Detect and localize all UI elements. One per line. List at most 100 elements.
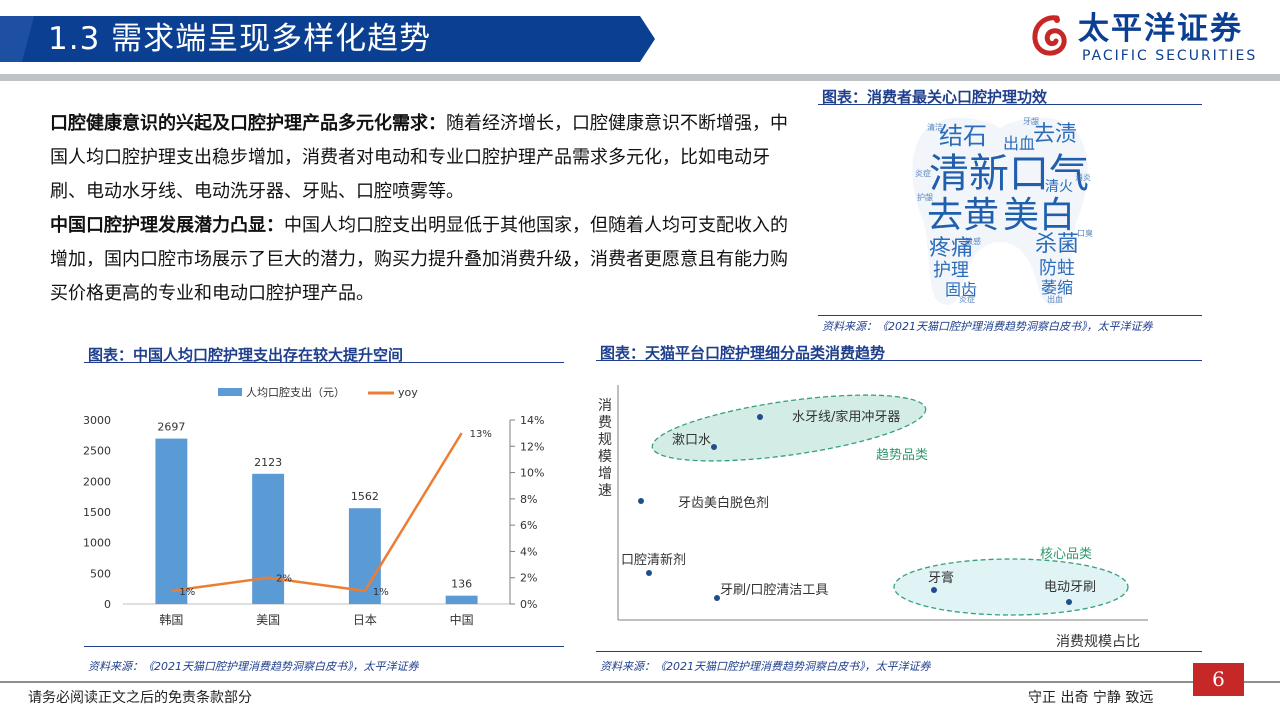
bar-data-label: 2697: [157, 421, 185, 434]
bar-series: 2697 2123 1562 136: [155, 421, 478, 604]
scatter-point: [931, 587, 937, 593]
left-axis-tick-label: 0: [104, 598, 111, 611]
cloud-word: 去渍: [1033, 122, 1078, 147]
cloud-word-tiny: 消炎: [1075, 173, 1091, 182]
wordcloud-source-rule: [818, 315, 1202, 316]
wordcloud-title: 图表：消费者最关心口腔护理功效: [822, 88, 1048, 106]
legend-bar-label: 人均口腔支出（元）: [246, 385, 345, 399]
scatter-point-label: 牙膏: [928, 571, 955, 586]
scatter-source-rule: [596, 651, 1202, 652]
yoy-line-series: 1% 2% 1% 13%: [171, 429, 492, 598]
scatter-title: 图表：天猫平台口腔护理细分品类消费趋势: [600, 344, 886, 362]
line-data-label: 13%: [470, 429, 492, 440]
cloud-word-tiny: 炎症: [915, 169, 931, 178]
footer-disclaimer: 请务必阅读正文之后的免责条款部分: [28, 690, 252, 706]
right-axis-tick-label: 8%: [520, 493, 537, 506]
cloud-word-tiny: 牙龈: [1023, 117, 1039, 126]
wordcloud-title-rule: [818, 104, 1202, 105]
scatter-point: [714, 595, 720, 601]
scatter-point: [757, 414, 763, 420]
category-labels: 韩国 美国 日本 中国: [159, 612, 473, 627]
bar: [445, 595, 478, 604]
scatter-point-label: 口腔清新剂: [621, 553, 687, 568]
cloud-word-tiny: 炎症: [959, 295, 975, 304]
left-axis-tick-label: 3000: [83, 414, 111, 427]
bar-data-label: 136: [451, 578, 472, 591]
header-divider: [0, 74, 1280, 81]
category-label: 美国: [256, 613, 280, 627]
right-axis-tick-label: 14%: [520, 414, 544, 427]
paragraph-1: 口腔健康意识的兴起及口腔护理产品多元化需求：随着经济增长，口腔健康意识不断增强，…: [50, 107, 800, 209]
scatter-source: 资料来源：《2021天猫口腔护理消费趋势洞察白皮书》，太平洋证券: [600, 660, 931, 673]
cloud-word: 清火: [1045, 179, 1073, 195]
cloud-word-tiny: 口臭: [1077, 229, 1093, 238]
scatter-point: [1066, 599, 1072, 605]
cloud-word-tiny: 护龈: [917, 193, 933, 202]
brand-name-en: PACIFIC SECURITIES: [1082, 48, 1258, 64]
cloud-word: 结石: [939, 122, 987, 150]
category-trend-scatter: [617, 385, 1148, 621]
category-label: 日本: [353, 613, 377, 627]
scatter-y-label: 消费规模增速: [598, 398, 612, 499]
paragraph-2-lead: 中国口腔护理发展潜力凸显：: [50, 215, 284, 236]
bar: [252, 473, 285, 604]
brand-logo-icon: [1032, 15, 1067, 56]
scatter-title-rule: [596, 360, 1202, 361]
category-label: 中国: [450, 612, 474, 627]
scatter-point: [711, 444, 717, 450]
cloud-word: 清新口气: [929, 151, 1089, 197]
page-title: 1.3 需求端呈现多样化趋势: [48, 21, 432, 57]
left-axis-tick-label: 1500: [83, 506, 111, 519]
scatter-point-label: 牙刷/口腔清洁工具: [720, 583, 829, 598]
scatter-point-label: 牙齿美白脱色剂: [678, 496, 770, 511]
footer-motto: 守正 出奇 宁静 致远: [1028, 690, 1154, 706]
right-axis-tick-label: 0%: [520, 598, 537, 611]
legend-bar-swatch: [218, 388, 242, 396]
left-axis-tick-label: 2500: [83, 445, 111, 458]
cloud-word-tiny: 出血: [1047, 295, 1063, 304]
right-axis-tick-label: 6%: [520, 519, 537, 532]
cloud-word-tiny: 敏感: [965, 237, 981, 246]
bar-chart-source: 资料来源：《2021天猫口腔护理消费趋势洞察白皮书》，太平洋证券: [88, 660, 419, 673]
cloud-word: 杀菌: [1035, 232, 1080, 257]
body-text: 口腔健康意识的兴起及口腔护理产品多元化需求：随着经济增长，口腔健康意识不断增强，…: [50, 107, 800, 311]
bar: [348, 508, 381, 604]
paragraph-2: 中国口腔护理发展潜力凸显：中国人均口腔支出明显低于其他国家，但随着人均可支配收入…: [50, 209, 800, 311]
brand-name-cn: 太平洋证券: [1078, 11, 1243, 47]
cloud-word: 固齿: [945, 280, 978, 299]
right-axis-tick-label: 2%: [520, 572, 537, 585]
cloud-word: 出血: [1003, 134, 1036, 153]
cloud-word: 疼痛: [929, 236, 974, 261]
bar-chart-source-rule: [84, 646, 564, 647]
wordcloud-tooth: 清洁 牙龈 炎症 消炎 护龈 口臭 敏感 炎症 出血 结石 出血 去渍 清新口气…: [905, 110, 1095, 310]
left-axis-ticks: 0 500 1000 1500 2000 2500 3000: [83, 414, 111, 611]
tooth-outline-icon: [912, 117, 1088, 305]
paragraph-1-text: 随着经济增长，口腔健康意识不断增强，中国人均口腔护理支出稳步增加，消费者对电动和…: [50, 113, 788, 202]
page-number: 6: [1193, 663, 1244, 696]
scatter-point-label: 漱口水: [672, 433, 712, 448]
scatter-point-label: 水牙线/家用冲牙器: [792, 410, 901, 425]
category-label: 韩国: [159, 612, 183, 627]
core-category-label: 核心品类: [1040, 547, 1093, 562]
scatter-point: [646, 570, 652, 576]
legend-line-label: yoy: [398, 386, 418, 399]
paragraph-2-text: 中国人均口腔支出明显低于其他国家，但随着人均可支配收入的增加，国内口腔市场展示了…: [50, 215, 788, 304]
bar: [155, 438, 188, 604]
bar-data-label: 2123: [254, 456, 282, 469]
bar-data-label: 1562: [351, 490, 379, 503]
scatter-point-label: 电动牙刷: [1044, 580, 1097, 595]
right-axis-tick-label: 10%: [520, 467, 544, 480]
scatter-x-label: 消费规模占比: [1056, 634, 1140, 650]
line-data-label: 1%: [179, 587, 195, 598]
left-axis-tick-label: 2000: [83, 475, 111, 488]
bar-chart-title: 图表：中国人均口腔护理支出存在较大提升空间: [88, 346, 404, 364]
cloud-word-tiny: 清洁: [927, 123, 943, 132]
trend-category-ellipse: [651, 394, 927, 462]
cloud-word: 萎缩: [1041, 278, 1074, 297]
cloud-word: 美白: [1003, 195, 1076, 236]
wordcloud-source: 资料来源：《2021天猫口腔护理消费趋势洞察白皮书》，太平洋证券: [822, 320, 1153, 333]
right-axis-tick-label: 4%: [520, 545, 537, 558]
right-axis-ticks: 0% 2% 4% 6% 8% 10% 12% 14%: [509, 414, 544, 611]
bar-chart-title-rule: [84, 362, 564, 363]
line-data-label: 1%: [373, 587, 389, 598]
